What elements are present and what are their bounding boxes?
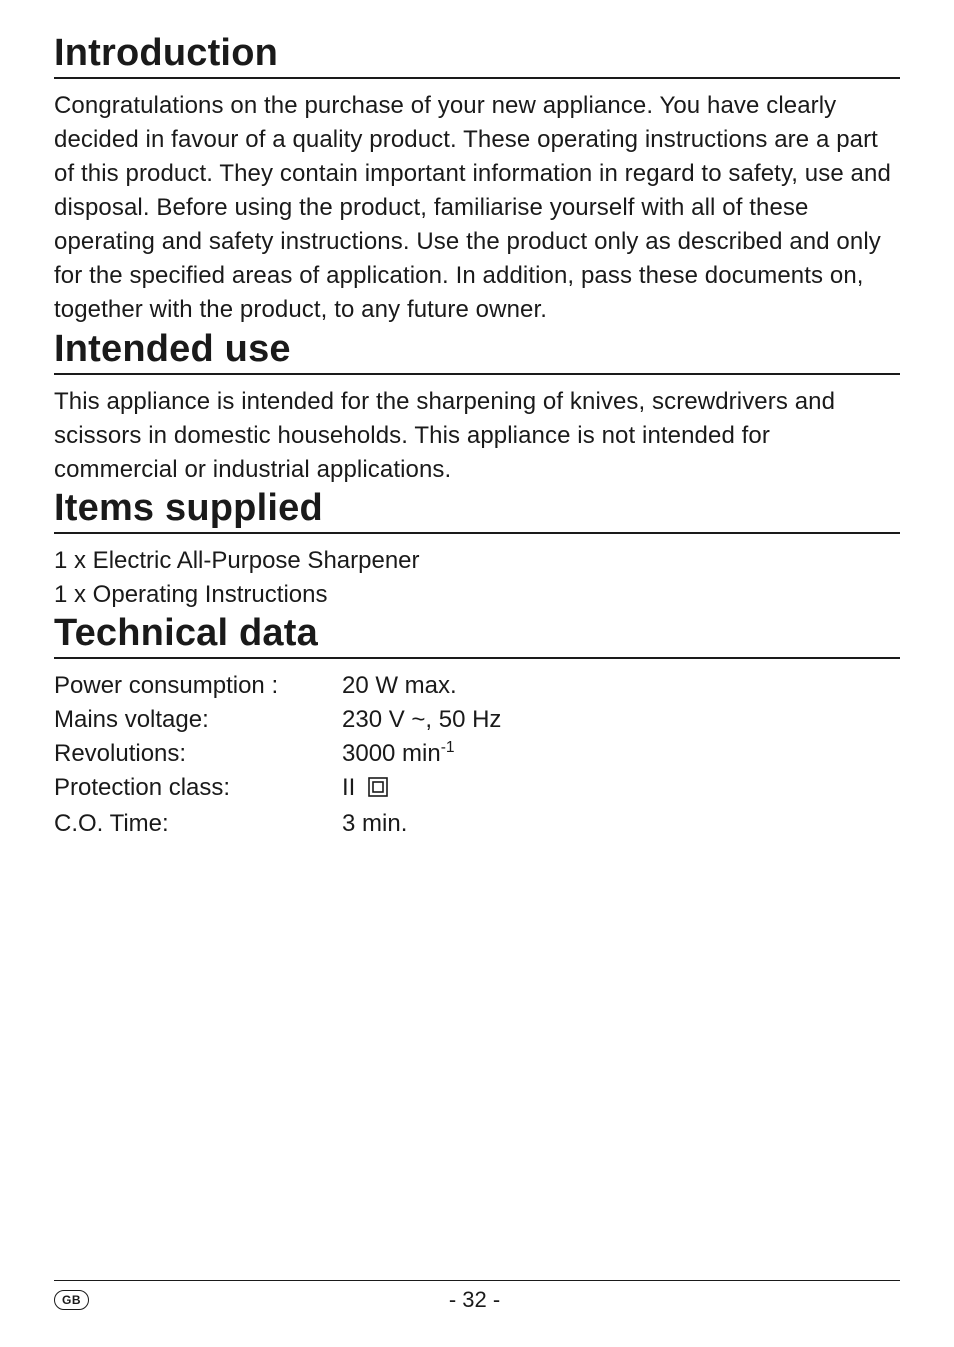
tech-value-text: II bbox=[342, 774, 355, 801]
tech-row-co-time: C.O. Time: 3 min. bbox=[54, 807, 900, 841]
tech-label: C.O. Time: bbox=[54, 807, 342, 841]
tech-value: 3000 min-1 bbox=[342, 737, 900, 771]
tech-value: 3 min. bbox=[342, 807, 900, 841]
footer-rule bbox=[54, 1280, 900, 1281]
items-supplied-line: 1 x Electric All-Purpose Sharpener bbox=[54, 544, 900, 578]
tech-value: 20 W max. bbox=[342, 669, 900, 703]
heading-technical-data: Technical data bbox=[54, 612, 900, 659]
heading-intended-use: Intended use bbox=[54, 328, 900, 375]
page: Introduction Congratulations on the purc… bbox=[0, 0, 954, 1347]
footer-line: GB - 32 - bbox=[54, 1287, 900, 1313]
tech-row-power: Power consumption : 20 W max. bbox=[54, 669, 900, 703]
body-intended-use: This appliance is intended for the sharp… bbox=[54, 385, 900, 487]
page-number: - 32 - bbox=[89, 1287, 860, 1313]
tech-value: 230 V ~, 50 Hz bbox=[342, 703, 900, 737]
items-supplied-line: 1 x Operating Instructions bbox=[54, 578, 900, 612]
region-badge: GB bbox=[54, 1290, 89, 1310]
heading-introduction: Introduction bbox=[54, 32, 900, 79]
page-footer: GB - 32 - bbox=[54, 1280, 900, 1313]
heading-items-supplied: Items supplied bbox=[54, 487, 900, 534]
tech-value: II bbox=[342, 771, 900, 807]
tech-row-revolutions: Revolutions: 3000 min-1 bbox=[54, 737, 900, 771]
body-introduction: Congratulations on the purchase of your … bbox=[54, 89, 900, 328]
double-insulation-icon bbox=[368, 773, 388, 807]
tech-row-voltage: Mains voltage: 230 V ~, 50 Hz bbox=[54, 703, 900, 737]
tech-label: Mains voltage: bbox=[54, 703, 342, 737]
tech-label: Protection class: bbox=[54, 771, 342, 807]
tech-label: Revolutions: bbox=[54, 737, 342, 771]
tech-label: Power consumption : bbox=[54, 669, 342, 703]
tech-row-protection-class: Protection class: II bbox=[54, 771, 900, 807]
technical-data-table: Power consumption : 20 W max. Mains volt… bbox=[54, 669, 900, 841]
